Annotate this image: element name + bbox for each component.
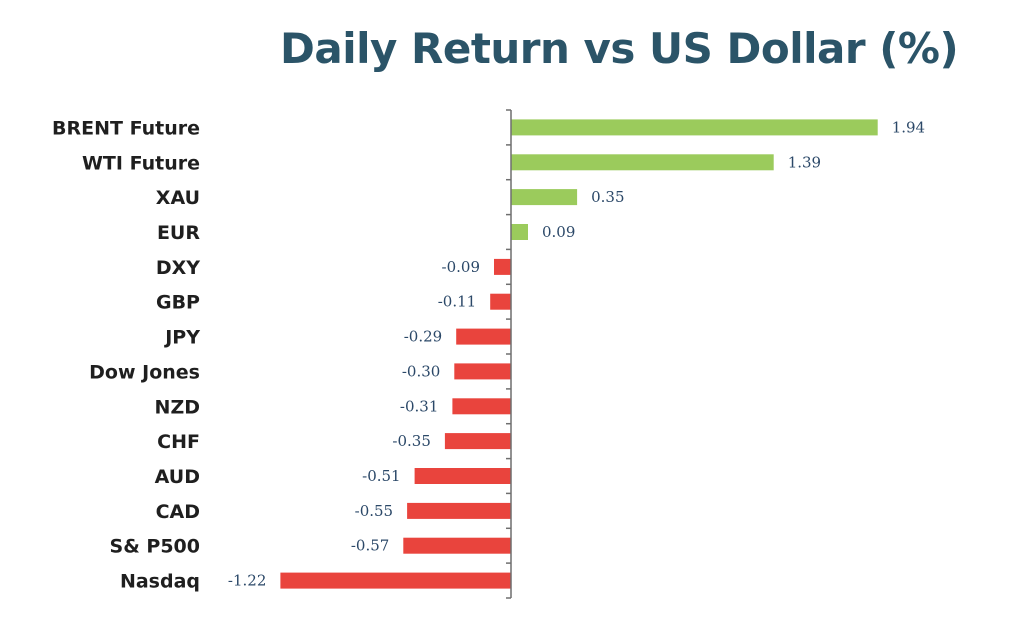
category-label-4: DXY: [156, 257, 200, 279]
category-label-10: AUD: [155, 466, 200, 488]
value-label-6: -0.29: [404, 328, 442, 346]
bar-5: [490, 293, 511, 310]
category-label-8: NZD: [155, 396, 200, 418]
value-label-11: -0.55: [355, 502, 393, 520]
bar-9: [444, 433, 511, 450]
bar-3: [511, 224, 528, 240]
category-label-13: Nasdaq: [120, 571, 200, 593]
category-label-12: S& P500: [110, 536, 200, 558]
bar-10: [414, 468, 511, 484]
bar-8: [452, 398, 511, 415]
value-label-7: -0.30: [402, 362, 440, 380]
bar-1: [511, 154, 774, 171]
category-label-0: BRENT Future: [52, 117, 200, 139]
value-label-12: -0.57: [351, 537, 389, 555]
bar-4: [494, 258, 511, 275]
value-label-0: 1.94: [892, 118, 925, 136]
value-label-3: 0.09: [542, 223, 575, 241]
category-label-11: CAD: [156, 501, 200, 523]
bar-12: [403, 537, 511, 554]
category-label-3: EUR: [157, 222, 200, 244]
category-label-9: CHF: [157, 431, 200, 453]
category-label-7: Dow Jones: [89, 361, 200, 383]
category-label-2: XAU: [156, 187, 200, 209]
value-label-2: 0.35: [591, 188, 624, 206]
value-label-5: -0.11: [438, 293, 476, 311]
bar-7: [454, 363, 511, 380]
category-label-6: JPY: [163, 327, 200, 349]
value-label-10: -0.51: [362, 467, 400, 485]
category-label-5: GBP: [156, 292, 200, 314]
value-label-8: -0.31: [400, 397, 438, 415]
bar-0: [511, 119, 878, 136]
value-label-1: 1.39: [788, 153, 821, 171]
value-label-9: -0.35: [392, 432, 430, 450]
category-label-1: WTI Future: [82, 152, 200, 174]
value-label-4: -0.09: [442, 258, 480, 276]
bar-2: [511, 189, 578, 206]
value-label-13: -1.22: [228, 572, 266, 590]
bar-6: [456, 328, 511, 345]
bar-11: [407, 502, 512, 519]
bar-13: [280, 572, 511, 589]
chart-title: Daily Return vs US Dollar (%): [280, 24, 959, 73]
